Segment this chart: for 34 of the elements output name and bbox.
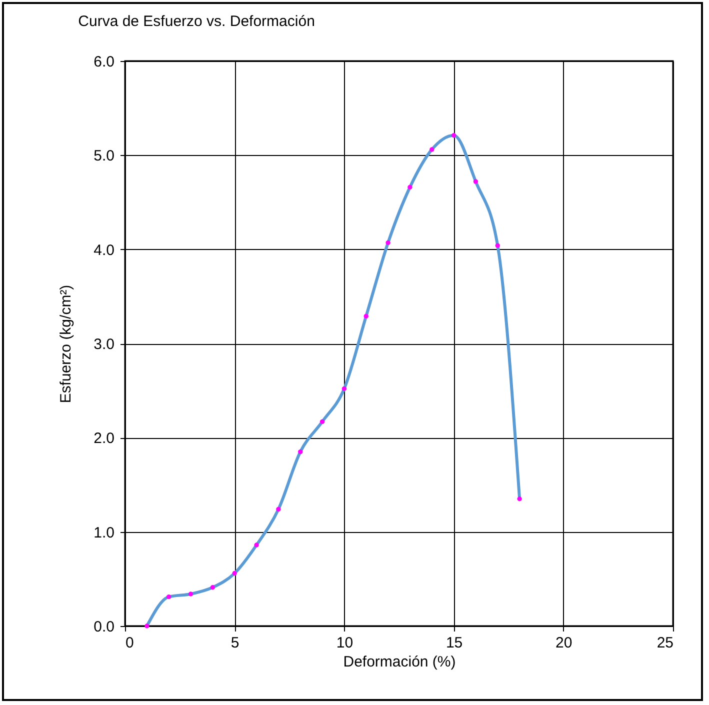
x-tick-label: 0: [126, 634, 134, 652]
point: [451, 133, 456, 138]
y-tick-label: 4.0: [94, 242, 114, 259]
point: [144, 624, 150, 628]
x-tick-label: 20: [556, 634, 572, 652]
point: [232, 570, 237, 576]
y-tick-label: 5.0: [94, 148, 114, 165]
y-tick-label: 0.0: [94, 618, 114, 636]
point: [210, 585, 216, 590]
point: [386, 240, 390, 246]
y-tick-label: 6.0: [94, 54, 114, 70]
point: [298, 449, 303, 454]
y-axis-title: Esfuerzo (kg/cm²): [58, 284, 75, 404]
point: [342, 386, 347, 392]
point: [320, 419, 325, 424]
x-tick-label: 25: [656, 634, 674, 652]
x-tick-label: 10: [336, 634, 354, 652]
point: [188, 592, 194, 596]
y-tick-label: 2.0: [94, 430, 114, 448]
point: [166, 594, 172, 600]
point: [364, 314, 368, 319]
y-tick-label: 3.0: [94, 336, 114, 353]
point: [276, 506, 281, 512]
x-tick-label: 15: [446, 634, 463, 652]
point: [430, 147, 434, 152]
point: [517, 496, 522, 502]
point: [408, 184, 412, 190]
point: [254, 542, 259, 548]
x-tick-label: 5: [230, 634, 240, 652]
chart-title: Curva de Esfuerzo vs. Deformación: [78, 13, 315, 30]
y-tick-label: 1.0: [94, 524, 114, 542]
point: [495, 243, 500, 248]
x-axis-title: Deformación (%): [343, 654, 456, 670]
point: [473, 179, 478, 184]
